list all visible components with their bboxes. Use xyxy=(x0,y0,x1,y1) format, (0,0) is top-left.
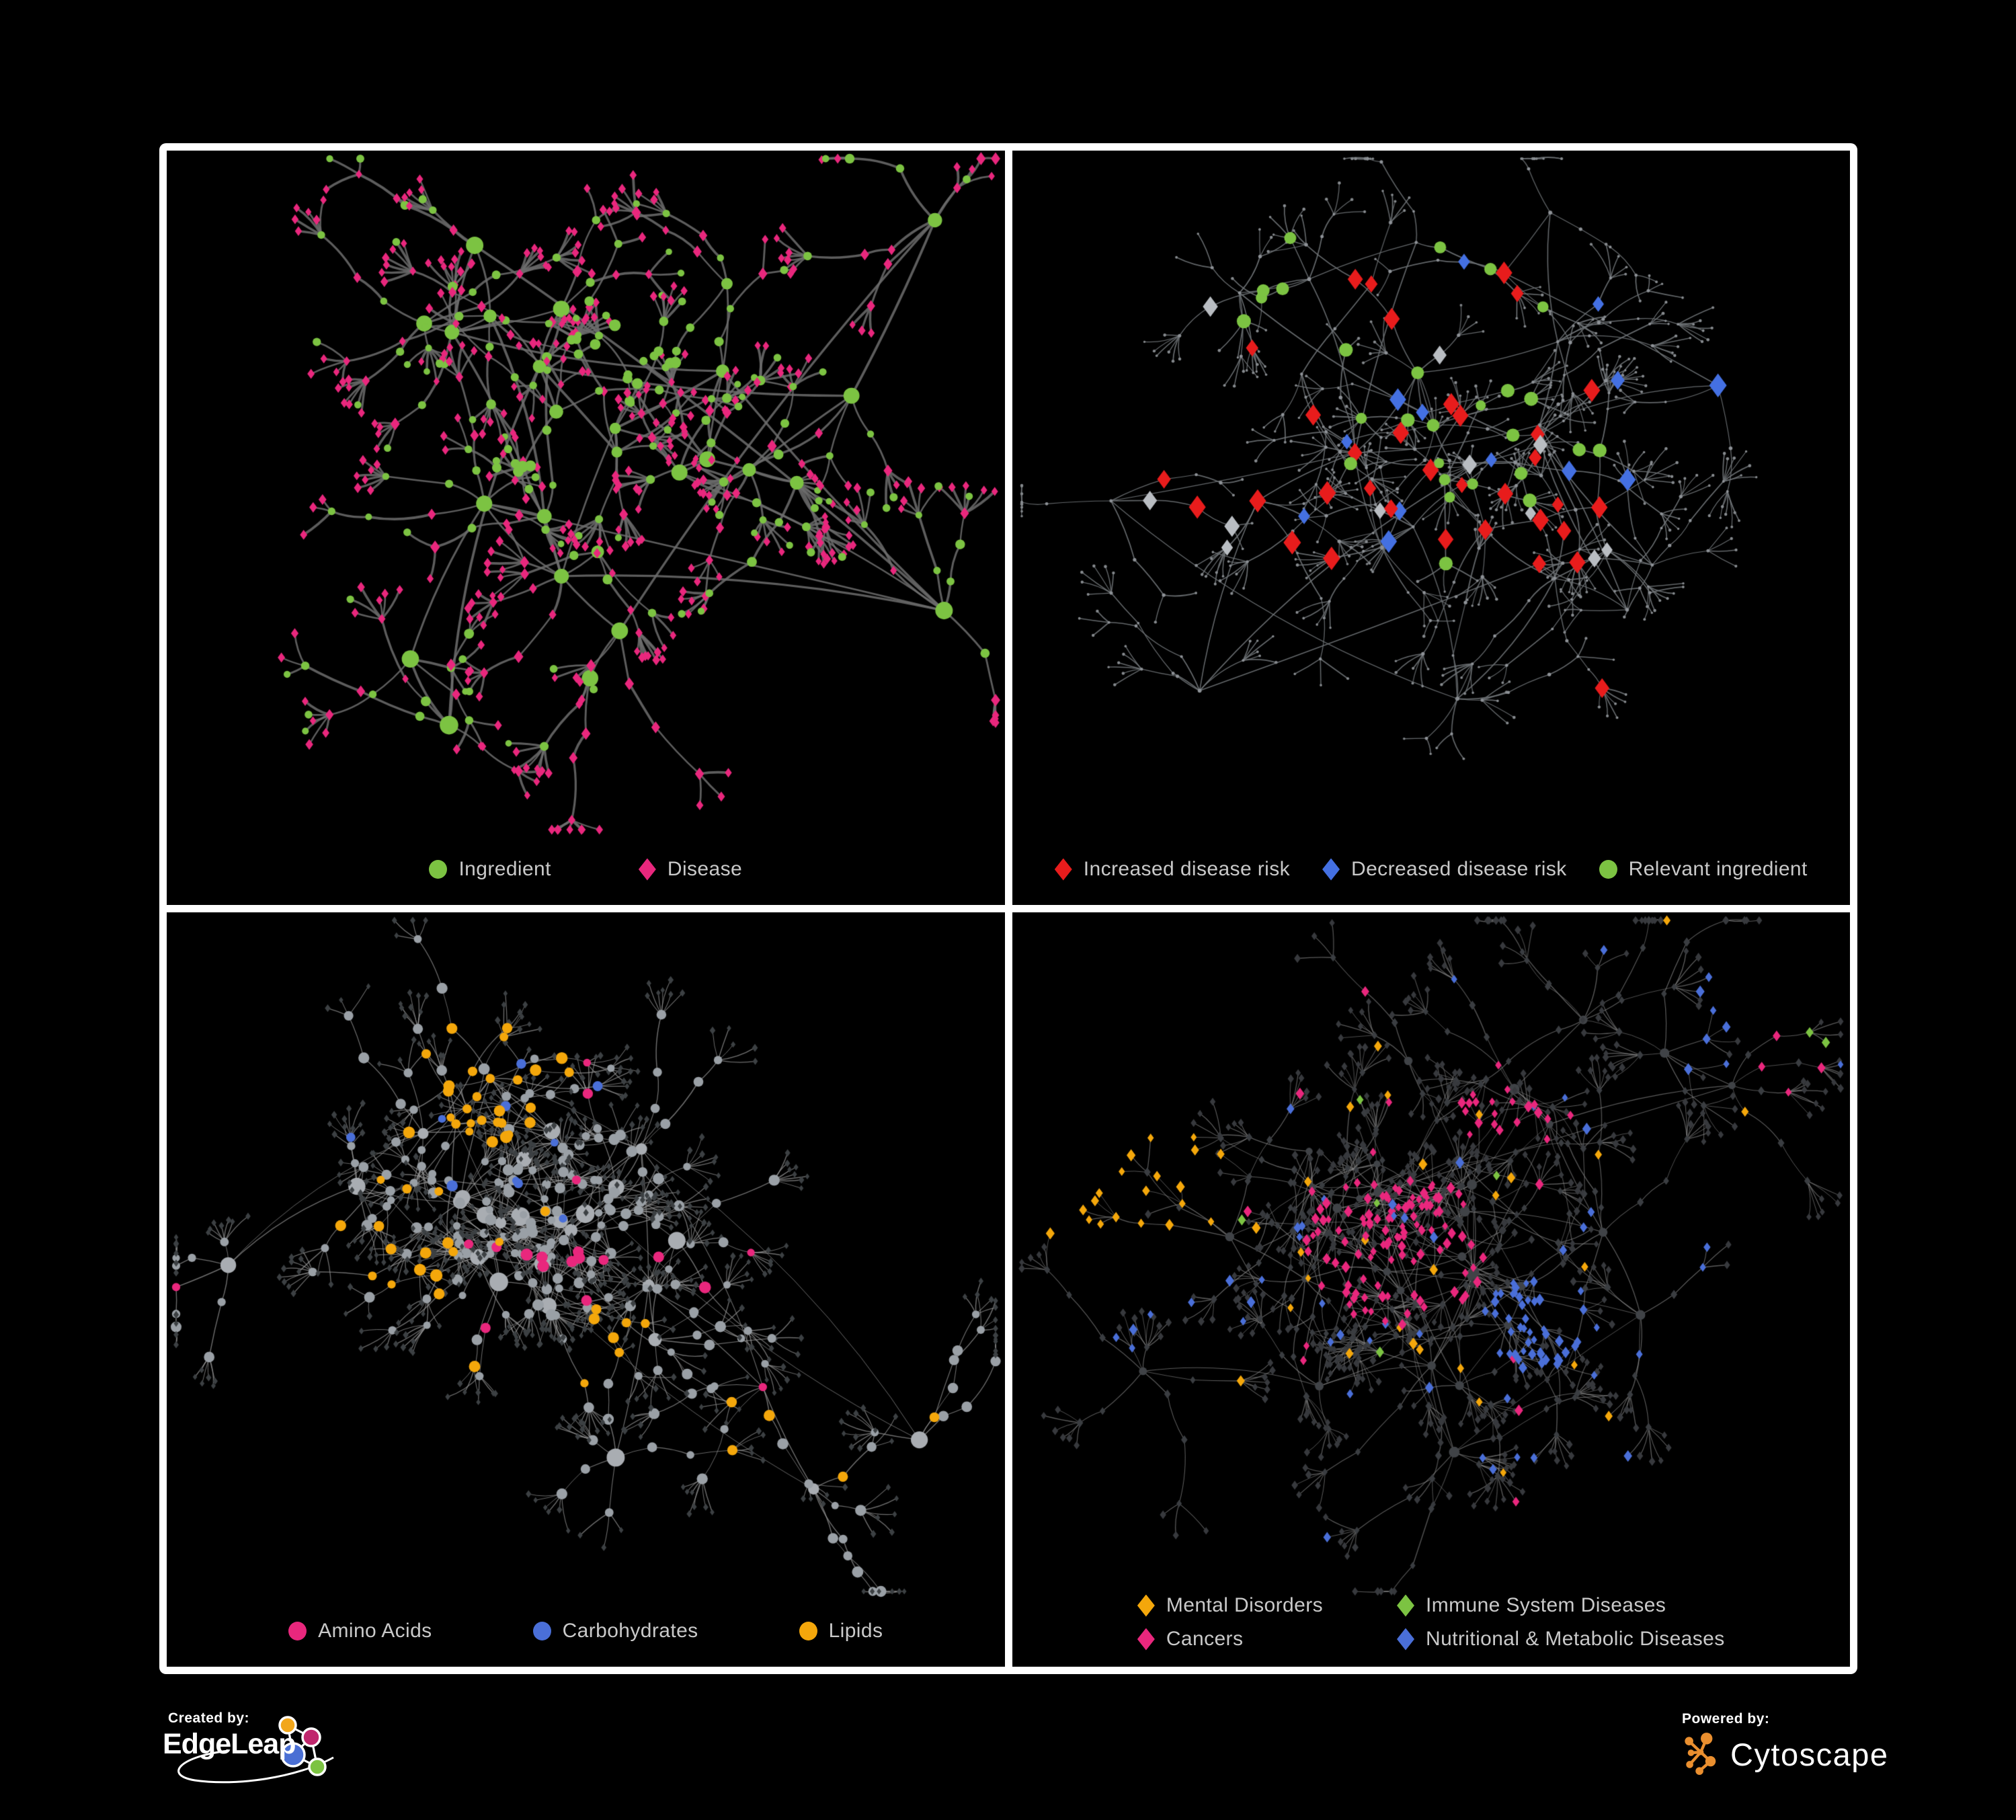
network-canvas-disease-risk xyxy=(1012,151,1850,905)
edgeleap-swoosh xyxy=(177,1749,334,1784)
legend-label: Nutritional & Metabolic Diseases xyxy=(1426,1628,1725,1650)
legend-disease-risk: Increased disease risk Decreased disease… xyxy=(1012,858,1851,881)
network-grid: Ingredient Disease Increased disease ris… xyxy=(159,143,1857,1674)
legend-label: Relevant ingredient xyxy=(1628,858,1808,880)
cytoscape-wordmark: Cytoscape xyxy=(1730,1736,1889,1772)
legend-item: Disease xyxy=(638,858,743,881)
edgeleap-node-magenta xyxy=(301,1727,321,1747)
legend-item: Cancers xyxy=(1137,1628,1323,1651)
legend-label: Ingredient xyxy=(458,858,551,880)
legend-item: Ingredient xyxy=(429,858,551,881)
legend-item: Amino Acids xyxy=(288,1620,432,1643)
edgeleap-node-green xyxy=(308,1757,327,1776)
network-canvas-ingredient-disease xyxy=(167,151,1005,905)
panel-ingredient-disease: Ingredient Disease xyxy=(167,151,1005,905)
panel-disease-classes: Mental Disorders Immune System Diseases … xyxy=(1012,912,1851,1667)
mental-disorders-marker-icon xyxy=(1137,1594,1155,1617)
legend-item: Lipids xyxy=(799,1620,883,1643)
legend-disease-classes: Mental Disorders Immune System Diseases … xyxy=(1012,1594,1851,1651)
nutritional-metabolic-marker-icon xyxy=(1397,1628,1414,1651)
panel-nutrient-classes: Amino Acids Carbohydrates Lipids xyxy=(167,912,1005,1667)
legend-label: Immune System Diseases xyxy=(1426,1594,1666,1616)
decreased-risk-marker-icon xyxy=(1322,858,1340,881)
legend-ingredient-disease: Ingredient Disease xyxy=(167,858,1005,881)
legend-item: Relevant ingredient xyxy=(1599,858,1808,881)
cytoscape-logo-icon xyxy=(1685,1733,1716,1775)
powered-by-label: Powered by: xyxy=(1682,1711,1770,1727)
cancers-marker-icon xyxy=(1137,1628,1155,1651)
legend-item: Decreased disease risk xyxy=(1322,858,1567,881)
ingredient-marker-icon xyxy=(429,860,448,879)
edgeleap-network-icon xyxy=(177,1716,334,1784)
legend-item: Carbohydrates xyxy=(532,1620,698,1643)
created-by-label: Created by: xyxy=(168,1710,250,1726)
edgeleap-logo: Created by: EdgeLeap xyxy=(161,1710,393,1801)
increased-risk-marker-icon xyxy=(1054,858,1072,881)
legend-label: Lipids xyxy=(828,1620,883,1642)
lipids-marker-icon xyxy=(799,1622,817,1640)
network-canvas-nutrient-classes xyxy=(167,912,1005,1667)
relevant-ingredient-marker-icon xyxy=(1599,860,1617,879)
legend-label: Decreased disease risk xyxy=(1351,858,1567,880)
edgeleap-node-blue xyxy=(280,1742,306,1768)
legend-label: Mental Disorders xyxy=(1166,1594,1323,1616)
legend-label: Carbohydrates xyxy=(562,1620,698,1642)
cytoscape-logo: Powered by: Cytoscape xyxy=(1682,1711,1964,1776)
network-canvas-disease-classes xyxy=(1012,912,1850,1667)
legend-label: Increased disease risk xyxy=(1083,858,1291,880)
disease-marker-icon xyxy=(638,858,656,881)
edgeleap-node-orange xyxy=(278,1716,297,1735)
panel-disease-risk: Increased disease risk Decreased disease… xyxy=(1012,151,1851,905)
legend-item: Mental Disorders xyxy=(1137,1594,1323,1617)
legend-label: Cancers xyxy=(1166,1628,1244,1650)
legend-label: Disease xyxy=(667,858,743,880)
legend-item: Increased disease risk xyxy=(1054,858,1291,881)
legend-nutrient-classes: Amino Acids Carbohydrates Lipids xyxy=(167,1620,1005,1643)
legend-item: Nutritional & Metabolic Diseases xyxy=(1397,1628,1725,1651)
legend-item: Immune System Diseases xyxy=(1397,1594,1725,1617)
legend-label: Amino Acids xyxy=(318,1620,432,1642)
edgeleap-wordmark: EdgeLeap xyxy=(163,1728,296,1760)
amino-acids-marker-icon xyxy=(288,1622,307,1640)
carbohydrates-marker-icon xyxy=(532,1622,551,1640)
immune-diseases-marker-icon xyxy=(1397,1594,1414,1617)
